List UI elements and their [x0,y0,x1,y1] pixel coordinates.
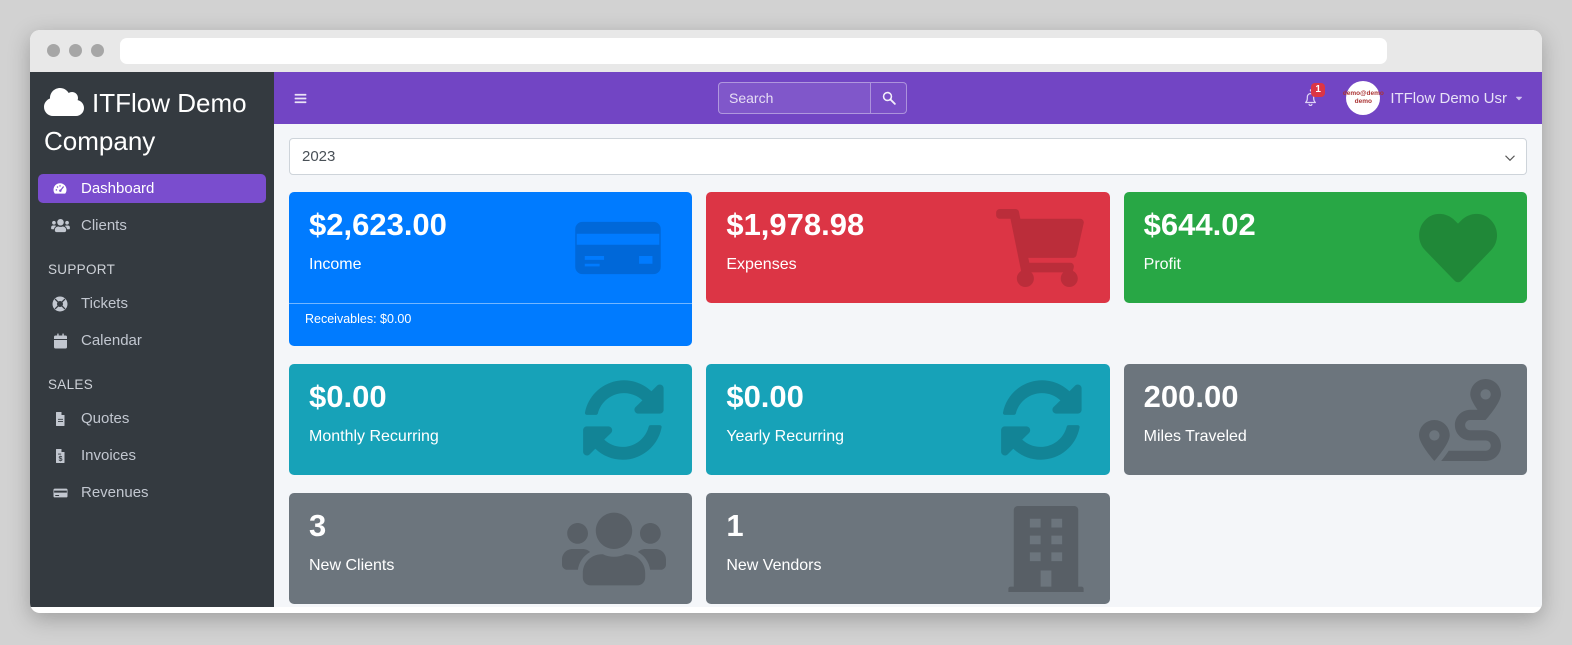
calendar-icon [48,333,72,349]
browser-chrome [30,30,1542,72]
yearly-recurring-card: $0.00 Yearly Recurring [706,364,1110,475]
navbar-right: 1 demo@demo demo ITFlow Demo Usr [1301,81,1542,115]
sidebar-item-label: Clients [81,217,127,234]
sidebar-item-quotes[interactable]: Quotes [38,404,266,433]
search-button[interactable] [870,82,907,114]
sidebar-item-label: Dashboard [81,180,155,197]
shopping-cart-icon [995,208,1084,287]
sidebar-item-calendar[interactable]: Calendar [38,326,266,355]
card-label: New Vendors [726,557,822,574]
url-bar[interactable] [120,38,1387,64]
window-control-dot[interactable] [47,44,60,57]
year-select-value: 2023 [302,148,336,165]
heart-icon [1415,209,1501,287]
card-label: Income [309,256,362,273]
top-navbar: 1 demo@demo demo ITFlow Demo Usr [274,72,1542,124]
users-icon [48,218,72,233]
cloud-icon [44,88,84,116]
expenses-card: $1,978.98 Expenses [706,192,1110,303]
search-group [718,82,907,114]
new-vendors-card: 1 New Vendors [706,493,1110,604]
sidebar-item-label: Quotes [81,410,130,427]
notifications-button[interactable]: 1 [1301,83,1325,108]
card-footer: Receivables: $0.00 [289,303,693,334]
card-value: $0.00 [309,379,387,414]
credit-card-icon [48,486,72,500]
credit-card-icon [570,210,666,286]
window-control-dot[interactable] [69,44,82,57]
search-icon [882,91,896,105]
avatar-text: demo [1354,98,1372,105]
menu-toggle-button[interactable] [291,90,310,107]
card-label: Monthly Recurring [309,428,439,445]
sidebar-item-invoices[interactable]: $ Invoices [38,441,266,470]
card-value: 200.00 [1143,379,1239,414]
profit-card: $644.02 Profit [1123,192,1527,303]
sidebar-item-revenues[interactable]: Revenues [38,478,266,507]
card-label: Yearly Recurring [726,428,845,445]
user-menu[interactable]: ITFlow Demo Usr [1390,90,1524,107]
card-label: Miles Traveled [1143,428,1247,445]
income-card: $2,623.00 Income Receivables: $0.00 [289,192,693,346]
sidebar-section-support: SUPPORT [48,262,116,277]
sidebar-item-tickets[interactable]: Tickets [38,289,266,318]
new-clients-card: 3 New Clients [289,493,693,604]
sync-icon [1000,379,1084,461]
avatar[interactable]: demo@demo demo [1343,81,1384,115]
sidebar-section-sales: SALES [48,377,94,392]
sidebar-item-dashboard[interactable]: Dashboard [38,174,266,203]
card-value: 1 [726,508,744,543]
building-icon [1008,505,1084,592]
sidebar-item-clients[interactable]: Clients [38,211,266,240]
users-icon [562,507,667,591]
card-value: 3 [309,508,327,543]
dashboard-content: 2023 $2,623.00 Income [274,124,1542,607]
year-select[interactable]: 2023 [289,138,1527,175]
route-icon [1419,378,1501,461]
file-invoice-dollar-icon: $ [48,448,72,464]
sidebar-item-label: Invoices [81,447,137,464]
stat-cards-grid: $2,623.00 Income Receivables: $0.00 $1,9… [289,192,1527,604]
sidebar: ITFlow Demo Company Dashboard Clients SU… [30,72,274,607]
card-value: $644.02 [1143,207,1256,242]
caret-down-icon [1514,93,1524,103]
user-name: ITFlow Demo Usr [1390,89,1507,107]
sidebar-item-label: Calendar [81,332,142,349]
chevron-down-icon [1504,152,1516,164]
card-label: Profit [1143,256,1181,273]
sidebar-item-label: Revenues [81,484,149,501]
window-controls[interactable] [47,44,104,57]
card-value: $2,623.00 [309,207,447,242]
tachometer-icon [48,181,72,197]
brand[interactable]: ITFlow Demo Company [30,72,274,166]
sync-icon [582,379,666,461]
avatar-text: demo@demo [1342,90,1384,97]
card-label: Expenses [726,256,797,273]
main-area: 1 demo@demo demo ITFlow Demo Usr [274,72,1542,607]
window-control-dot[interactable] [91,44,104,57]
svg-text:$: $ [58,455,62,463]
monthly-recurring-card: $0.00 Monthly Recurring [289,364,693,475]
brand-label: ITFlow Demo Company [44,88,247,156]
life-ring-icon [48,296,72,312]
file-icon [48,411,72,427]
notification-badge: 1 [1311,83,1325,97]
card-label: New Clients [309,557,395,574]
browser-window: ITFlow Demo Company Dashboard Clients SU… [30,30,1542,613]
sidebar-item-label: Tickets [81,295,128,312]
miles-traveled-card: 200.00 Miles Traveled [1123,364,1527,475]
card-value: $0.00 [726,379,804,414]
card-value: $1,978.98 [726,207,865,242]
search-input[interactable] [718,82,870,114]
